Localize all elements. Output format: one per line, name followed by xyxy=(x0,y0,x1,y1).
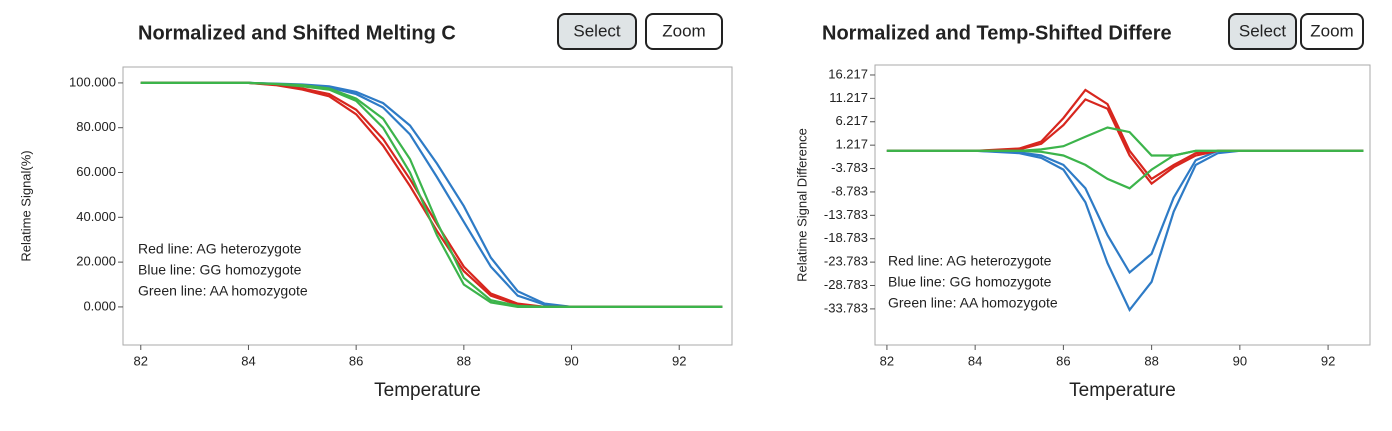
x-tick-label: 88 xyxy=(457,353,471,368)
button[interactable]: Zoom xyxy=(1300,13,1364,50)
chart-title: Normalized and Temp-Shifted Differe xyxy=(822,22,1172,44)
x-tick-label: 86 xyxy=(349,353,363,368)
button-label[interactable]: Zoom xyxy=(662,21,705,40)
annotation: Green line: AA homozygote xyxy=(138,283,308,299)
y-tick-label: 100.000 xyxy=(69,74,116,89)
annotation: Blue line: GG homozygote xyxy=(138,262,302,278)
plot-area xyxy=(122,66,733,346)
button-frame[interactable] xyxy=(557,13,637,50)
x-axis-title: Temperature xyxy=(1069,380,1176,401)
y-tick-label: 6.217 xyxy=(835,113,868,128)
x-tick-label: 92 xyxy=(1321,353,1335,368)
y-tick-label: 16.217 xyxy=(828,66,868,81)
x-tick-label: 86 xyxy=(1056,353,1070,368)
annotation: Red line: AG heterozygote xyxy=(888,253,1052,269)
chart-title: Normalized and Shifted Melting C xyxy=(138,22,456,44)
y-tick-label: -13.783 xyxy=(824,207,868,222)
x-tick-label: 90 xyxy=(1233,353,1247,368)
button-frame[interactable] xyxy=(1300,13,1364,50)
x-tick-label: 82 xyxy=(880,353,894,368)
y-tick-label: -33.783 xyxy=(824,300,868,315)
series-line xyxy=(886,149,1364,190)
button[interactable]: Select xyxy=(1228,13,1297,50)
series-line xyxy=(140,81,723,308)
y-tick-label: 11.217 xyxy=(829,90,868,105)
y-tick-label: 60.000 xyxy=(76,164,116,179)
y-tick-label: 0.000 xyxy=(83,298,116,313)
x-tick-label: 84 xyxy=(241,353,255,368)
x-tick-label: 90 xyxy=(564,353,578,368)
annotation: Blue line: GG homozygote xyxy=(888,274,1052,290)
y-tick-label: -23.783 xyxy=(824,254,868,269)
button-label[interactable]: Select xyxy=(573,21,621,40)
y-tick-label: -28.783 xyxy=(824,277,868,292)
button[interactable]: Select xyxy=(557,13,637,50)
x-tick-label: 88 xyxy=(1144,353,1158,368)
button-frame[interactable] xyxy=(645,13,723,50)
y-tick-label: 20.000 xyxy=(76,254,116,269)
x-axis-title: Temperature xyxy=(374,380,481,401)
plot-area xyxy=(874,64,1371,346)
annotation: Red line: AG heterozygote xyxy=(138,241,302,257)
annotation: Green line: AA homozygote xyxy=(888,295,1058,311)
y-axis-title: Relatime Signal Difference xyxy=(794,128,809,282)
y-axis-title: Relatime Signal(%) xyxy=(18,150,33,261)
button-label[interactable]: Select xyxy=(1239,21,1287,40)
y-tick-label: -8.783 xyxy=(831,183,868,198)
y-tick-label: 40.000 xyxy=(76,209,116,224)
y-tick-label: -18.783 xyxy=(824,230,868,245)
y-tick-label: 1.217 xyxy=(835,137,868,152)
button-label[interactable]: Zoom xyxy=(1310,21,1353,40)
button-frame[interactable] xyxy=(1228,13,1297,50)
y-tick-label: 80.000 xyxy=(76,119,116,134)
button[interactable]: Zoom xyxy=(645,13,723,50)
x-tick-label: 82 xyxy=(134,353,148,368)
x-tick-label: 84 xyxy=(968,353,982,368)
y-tick-label: -3.783 xyxy=(831,160,868,175)
x-tick-label: 92 xyxy=(672,353,686,368)
